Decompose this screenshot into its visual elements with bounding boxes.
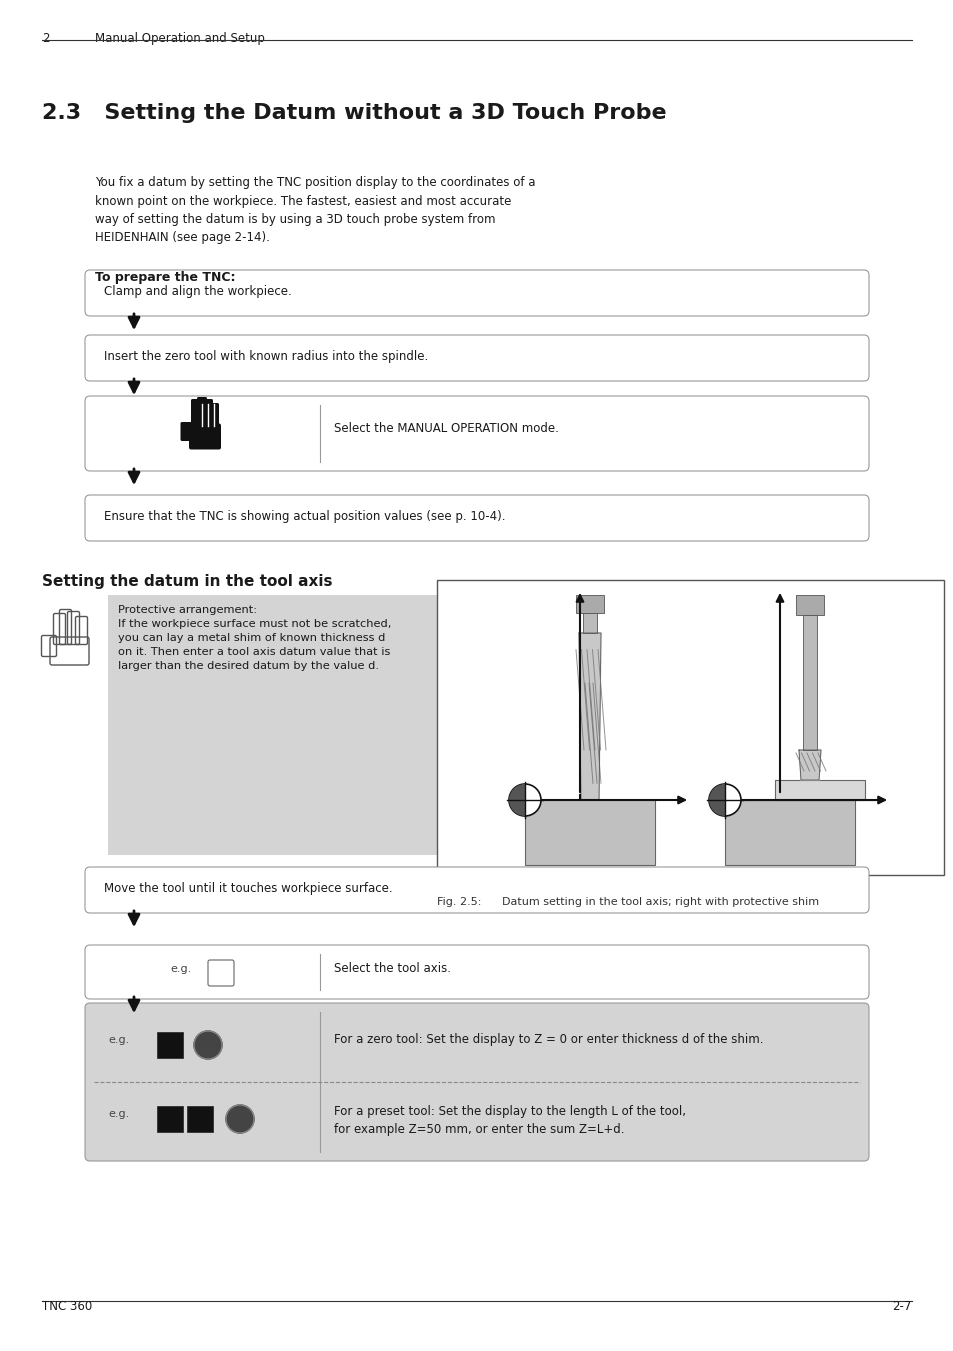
FancyBboxPatch shape bbox=[85, 867, 868, 913]
Text: 2.3   Setting the Datum without a 3D Touch Probe: 2.3 Setting the Datum without a 3D Touch… bbox=[42, 103, 666, 123]
Bar bbox=[108, 594, 437, 855]
Wedge shape bbox=[509, 784, 524, 816]
Text: Ensure that the TNC is showing actual position values (see p. 10-4).: Ensure that the TNC is showing actual po… bbox=[104, 509, 505, 523]
Bar bbox=[724, 800, 854, 865]
Text: Fig. 2.5:: Fig. 2.5: bbox=[436, 897, 481, 907]
Text: Insert the zero tool with known radius into the spindle.: Insert the zero tool with known radius i… bbox=[104, 350, 428, 363]
Wedge shape bbox=[708, 784, 724, 816]
Text: 2-7: 2-7 bbox=[892, 1300, 911, 1313]
Polygon shape bbox=[578, 634, 600, 800]
Circle shape bbox=[193, 1031, 222, 1059]
FancyBboxPatch shape bbox=[208, 961, 233, 986]
Text: For a preset tool: Set the display to the length L of the tool,
for example Z=50: For a preset tool: Set the display to th… bbox=[334, 1105, 685, 1136]
Text: e.g.: e.g. bbox=[108, 1109, 129, 1119]
FancyBboxPatch shape bbox=[191, 399, 201, 428]
Bar bbox=[436, 580, 943, 875]
FancyBboxPatch shape bbox=[157, 1032, 183, 1058]
FancyBboxPatch shape bbox=[157, 1106, 183, 1132]
Bar bbox=[576, 594, 603, 613]
Text: Clamp and align the workpiece.: Clamp and align the workpiece. bbox=[104, 285, 292, 299]
FancyBboxPatch shape bbox=[189, 423, 221, 450]
FancyBboxPatch shape bbox=[203, 399, 213, 428]
FancyBboxPatch shape bbox=[187, 1106, 213, 1132]
Text: Select the tool axis.: Select the tool axis. bbox=[334, 962, 451, 975]
Text: Setting the datum in the tool axis: Setting the datum in the tool axis bbox=[42, 574, 333, 589]
Bar bbox=[582, 613, 597, 634]
Text: e.g.: e.g. bbox=[108, 1035, 129, 1046]
Text: Move the tool until it touches workpiece surface.: Move the tool until it touches workpiece… bbox=[104, 882, 393, 894]
Text: Manual Operation and Setup: Manual Operation and Setup bbox=[95, 32, 265, 45]
Circle shape bbox=[509, 784, 540, 816]
Text: 2: 2 bbox=[42, 32, 50, 45]
FancyBboxPatch shape bbox=[196, 397, 207, 428]
Text: For a zero tool: Set the display to Z = 0 or enter thickness d of the shim.: For a zero tool: Set the display to Z = … bbox=[334, 1034, 762, 1047]
Circle shape bbox=[708, 784, 740, 816]
FancyBboxPatch shape bbox=[209, 403, 219, 428]
Bar bbox=[524, 800, 655, 865]
Text: To prepare the TNC:: To prepare the TNC: bbox=[95, 272, 235, 284]
FancyBboxPatch shape bbox=[85, 335, 868, 381]
FancyBboxPatch shape bbox=[85, 1002, 868, 1161]
Circle shape bbox=[226, 1105, 253, 1133]
FancyBboxPatch shape bbox=[85, 944, 868, 998]
Text: Protective arrangement:
If the workpiece surface must not be scratched,
you can : Protective arrangement: If the workpiece… bbox=[118, 605, 391, 671]
Text: Select the MANUAL OPERATION mode.: Select the MANUAL OPERATION mode. bbox=[334, 422, 558, 435]
FancyBboxPatch shape bbox=[180, 422, 194, 440]
FancyBboxPatch shape bbox=[85, 494, 868, 540]
Bar bbox=[774, 780, 864, 800]
Text: TNC 360: TNC 360 bbox=[42, 1300, 92, 1313]
Bar bbox=[802, 615, 816, 750]
Bar bbox=[795, 594, 823, 615]
Text: You fix a datum by setting the TNC position display to the coordinates of a
know: You fix a datum by setting the TNC posit… bbox=[95, 176, 535, 245]
FancyBboxPatch shape bbox=[85, 270, 868, 316]
Text: e.g.: e.g. bbox=[170, 965, 191, 974]
Polygon shape bbox=[799, 750, 821, 780]
FancyBboxPatch shape bbox=[85, 396, 868, 471]
Bar bbox=[91, 1008, 862, 1029]
Text: Datum setting in the tool axis; right with protective shim: Datum setting in the tool axis; right wi… bbox=[501, 897, 819, 907]
